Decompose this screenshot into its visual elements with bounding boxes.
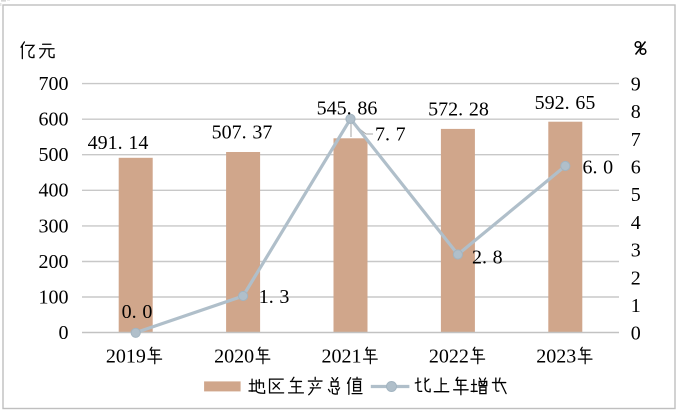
svg-text:2. 8: 2. 8 bbox=[472, 246, 503, 268]
svg-text:700: 700 bbox=[39, 73, 69, 95]
svg-text:2021: 2021 bbox=[322, 346, 362, 368]
svg-text:0: 0 bbox=[631, 323, 641, 345]
svg-text:300: 300 bbox=[39, 215, 69, 237]
svg-text:400: 400 bbox=[39, 180, 69, 202]
svg-text:2023: 2023 bbox=[536, 346, 576, 368]
svg-text:500: 500 bbox=[39, 144, 69, 166]
svg-text:5: 5 bbox=[631, 184, 641, 206]
svg-text:1. 3: 1. 3 bbox=[259, 286, 290, 308]
svg-text:4: 4 bbox=[631, 212, 641, 234]
svg-text:1: 1 bbox=[631, 295, 641, 317]
svg-text:100: 100 bbox=[39, 286, 69, 308]
svg-text:6: 6 bbox=[631, 157, 641, 179]
svg-text:2019: 2019 bbox=[106, 346, 146, 368]
svg-text:7: 7 bbox=[631, 129, 641, 151]
svg-text:7. 7: 7. 7 bbox=[375, 124, 406, 146]
svg-text:545. 86: 545. 86 bbox=[317, 98, 378, 120]
svg-text:2: 2 bbox=[631, 267, 641, 289]
svg-text:507. 37: 507. 37 bbox=[212, 122, 273, 144]
svg-text:3: 3 bbox=[631, 240, 641, 262]
svg-text:0. 0: 0. 0 bbox=[122, 301, 153, 323]
svg-text:8: 8 bbox=[631, 101, 641, 123]
svg-text:592. 65: 592. 65 bbox=[535, 92, 596, 114]
svg-text:2020: 2020 bbox=[214, 346, 254, 368]
svg-text:2022: 2022 bbox=[429, 346, 469, 368]
svg-text:572. 28: 572. 28 bbox=[428, 98, 489, 120]
svg-text:200: 200 bbox=[39, 251, 69, 273]
svg-text:9: 9 bbox=[631, 74, 641, 96]
svg-text:6. 0: 6. 0 bbox=[583, 157, 614, 179]
svg-text:491. 14: 491. 14 bbox=[88, 132, 149, 154]
svg-text:0: 0 bbox=[59, 322, 69, 344]
svg-text:600: 600 bbox=[39, 109, 69, 131]
